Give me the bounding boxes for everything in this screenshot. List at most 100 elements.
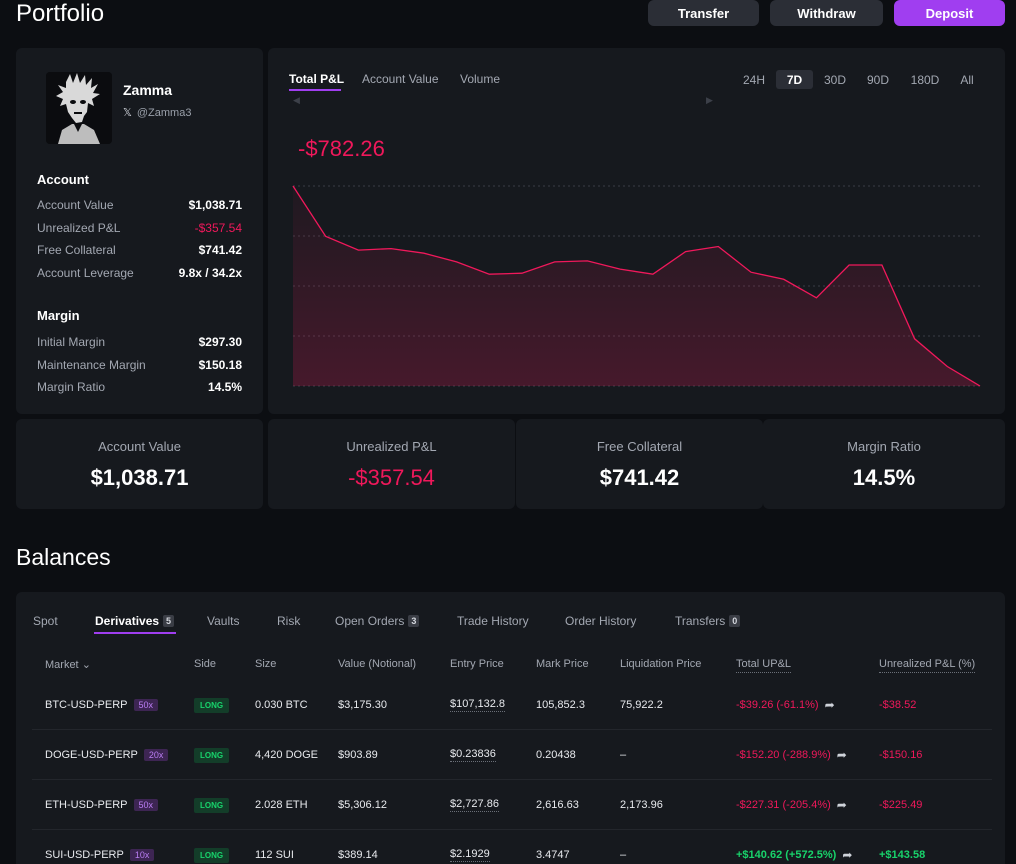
share-icon[interactable]: ➦ xyxy=(836,748,847,762)
tab-count-badge: 3 xyxy=(408,615,420,627)
table-row[interactable]: DOGE-USD-PERP 20x LONG 4,420 DOGE $903.89… xyxy=(32,730,992,780)
table-row[interactable]: BTC-USD-PERP 50x LONG 0.030 BTC $3,175.30… xyxy=(32,680,992,730)
tab-derivatives[interactable]: Derivatives 5 xyxy=(95,614,175,628)
share-icon[interactable]: ➦ xyxy=(836,798,847,812)
side-cell: LONG xyxy=(194,730,230,780)
side-cell: LONG xyxy=(194,780,230,830)
deposit-button[interactable]: Deposit xyxy=(894,0,1005,26)
pnl-point[interactable] xyxy=(520,271,525,276)
range-7d[interactable]: 7D xyxy=(776,70,813,89)
range-180d[interactable]: 180D xyxy=(910,72,940,87)
range-30d[interactable]: 30D xyxy=(823,72,846,87)
pnl-point[interactable] xyxy=(421,251,426,256)
table-row[interactable]: SUI-USD-PERP 10x LONG 112 SUI $389.14 $2.… xyxy=(32,830,992,864)
pnl-point[interactable] xyxy=(323,234,328,239)
liq-price-cell: 75,922.2 xyxy=(620,699,663,711)
share-icon[interactable]: ➦ xyxy=(842,848,853,862)
pnl-point[interactable] xyxy=(945,364,950,369)
pnl-point[interactable] xyxy=(879,262,884,267)
pnl-point[interactable] xyxy=(356,248,361,253)
pnl-point[interactable] xyxy=(912,336,917,341)
tab-account-value[interactable]: Account Value xyxy=(362,72,439,86)
stat-label: Unrealized P&L xyxy=(346,439,437,454)
tab-open-orders[interactable]: Open Orders 3 xyxy=(335,614,420,628)
tab-total-pnl[interactable]: Total P&L xyxy=(289,72,345,86)
pnl-point[interactable] xyxy=(650,272,655,277)
pnl-point[interactable] xyxy=(618,267,623,272)
tab-risk[interactable]: Risk xyxy=(277,614,300,628)
pnl-line xyxy=(292,185,981,387)
tab-trade-history[interactable]: Trade History xyxy=(457,614,529,628)
size-cell: 4,420 DOGE xyxy=(255,749,318,761)
kv-value: -$357.54 xyxy=(194,221,242,235)
kv-value: 14.5% xyxy=(207,380,242,394)
stat-unrealized-pnl: Unrealized P&L -$357.54 xyxy=(268,419,515,509)
tab-label: Trade History xyxy=(457,614,529,628)
range-90d[interactable]: 90D xyxy=(866,72,889,87)
profile-handle[interactable]: 𝕏 @Zamma3 xyxy=(123,106,192,120)
stat-value: 14.5% xyxy=(852,465,916,490)
tab-vaults[interactable]: Vaults xyxy=(207,614,239,628)
entry-price: $0.23836 xyxy=(450,748,496,762)
pnl-point[interactable] xyxy=(585,258,590,263)
pnl-point[interactable] xyxy=(716,244,721,249)
pnl-chart[interactable] xyxy=(288,178,988,393)
col-entry-price: Entry Price xyxy=(450,658,504,670)
pnl-point[interactable] xyxy=(389,246,394,251)
stat-margin-ratio: Margin Ratio 14.5% xyxy=(763,419,1005,509)
unrealized-pnl-row: Unrealized P&L -$357.54 xyxy=(37,221,242,235)
pnl-point[interactable] xyxy=(291,184,296,189)
pnl-point[interactable] xyxy=(847,262,852,267)
pnl-point[interactable] xyxy=(814,295,819,300)
total-upl-cell: +$140.62 (+572.5%) ➦ xyxy=(736,830,852,864)
kv-value: 9.8x / 34.2x xyxy=(178,266,242,280)
tab-order-history[interactable]: Order History xyxy=(565,614,636,628)
col-market[interactable]: Market ⌄ xyxy=(45,658,91,671)
stat-free-collateral: Free Collateral $741.42 xyxy=(516,419,763,509)
pnl-point[interactable] xyxy=(749,270,754,275)
pnl-point[interactable] xyxy=(781,277,786,282)
kv-value: $741.42 xyxy=(198,243,242,257)
handle-text: @Zamma3 xyxy=(136,106,192,119)
tab-spot[interactable]: Spot xyxy=(33,614,58,628)
tab-count-badge: 0 xyxy=(729,615,741,627)
transfer-button[interactable]: Transfer xyxy=(648,0,759,26)
total-upl-value: +$140.62 xyxy=(736,849,783,861)
col-label: Market xyxy=(45,659,79,671)
tab-label: Risk xyxy=(277,614,301,628)
range-all[interactable]: All xyxy=(960,72,974,87)
size-cell: 0.030 BTC xyxy=(255,699,308,711)
total-upl-cell: -$227.31 (-205.4%) ➦ xyxy=(736,780,847,830)
market-name: SUI-USD-PERP xyxy=(45,849,124,861)
scroll-right-icon[interactable]: ▶ xyxy=(706,95,713,105)
col-unrealized-pnl-pct[interactable]: Unrealized P&L (%) xyxy=(879,658,976,673)
pnl-point[interactable] xyxy=(683,249,688,254)
pnl-area xyxy=(293,186,980,386)
pnl-point[interactable] xyxy=(487,272,492,277)
scroll-left-icon[interactable]: ◀ xyxy=(293,95,300,105)
pnl-point[interactable] xyxy=(454,259,459,264)
withdraw-button[interactable]: Withdraw xyxy=(770,0,883,26)
tab-volume[interactable]: Volume xyxy=(460,72,501,86)
tab-transfers[interactable]: Transfers 0 xyxy=(675,614,741,628)
market-cell: ETH-USD-PERP 50x xyxy=(45,780,159,830)
size-cell: 2.028 ETH xyxy=(255,799,308,811)
pnl-point[interactable] xyxy=(552,259,557,264)
tab-label: Order History xyxy=(565,614,637,628)
avatar[interactable] xyxy=(46,72,112,144)
total-upl-value: -$227.31 xyxy=(736,799,780,811)
upl-cell: -$38.52 xyxy=(879,699,917,711)
total-upl-pct: (-205.4%) xyxy=(782,799,831,811)
share-icon[interactable]: ➦ xyxy=(824,698,835,712)
upl-cell: -$150.16 xyxy=(879,749,923,761)
pnl-chart-card: Total P&L Account Value Volume ◀ ▶ 24H 7… xyxy=(268,48,1005,414)
table-row[interactable]: ETH-USD-PERP 50x LONG 2.028 ETH $5,306.12… xyxy=(32,780,992,830)
range-24h[interactable]: 24H xyxy=(742,72,765,87)
pnl-point[interactable] xyxy=(978,384,983,389)
market-cell: DOGE-USD-PERP 20x xyxy=(45,730,169,780)
col-total-upl[interactable]: Total UP&L xyxy=(736,658,792,673)
entry-price-cell: $2,727.86 xyxy=(450,780,499,830)
kv-label: Margin Ratio xyxy=(37,380,106,394)
x-logo-icon: 𝕏 xyxy=(123,107,132,119)
chevron-down-icon: ⌄ xyxy=(81,659,91,671)
